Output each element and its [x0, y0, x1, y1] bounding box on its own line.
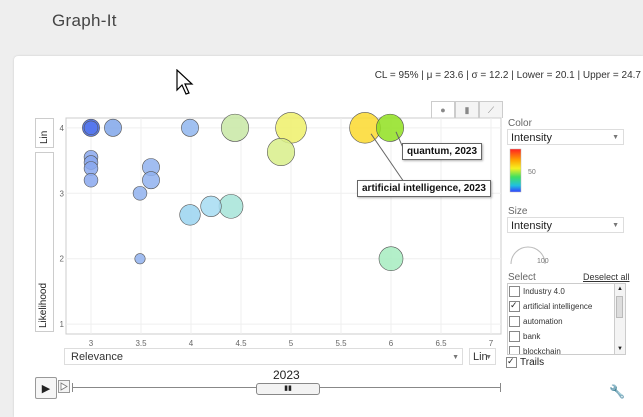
- data-point[interactable]: [83, 120, 99, 136]
- y-tick-label: 1: [60, 320, 65, 329]
- trails-checkbox[interactable]: [506, 356, 517, 368]
- tooltip-quantum: quantum, 2023: [402, 143, 483, 160]
- list-item[interactable]: blockchain: [508, 344, 625, 355]
- item-label: blockchain: [523, 347, 561, 355]
- y-tick-label: 4: [60, 124, 65, 133]
- item-checkbox[interactable]: [509, 300, 520, 312]
- data-point[interactable]: [266, 138, 295, 167]
- data-point[interactable]: [142, 171, 160, 190]
- color-label: Color: [508, 118, 532, 129]
- data-point[interactable]: [181, 118, 199, 137]
- trails-label: Trails: [520, 357, 545, 368]
- data-point[interactable]: [221, 113, 250, 142]
- size-value: Intensity: [511, 220, 552, 232]
- chevron-down-icon: ▼: [612, 222, 619, 229]
- tooltip-artificial-intelligence: artificial intelligence, 2023: [357, 180, 491, 197]
- data-point[interactable]: [375, 113, 404, 142]
- data-point[interactable]: [132, 186, 148, 201]
- x-tick-label: 3: [89, 339, 94, 348]
- timeline-year: 2023: [273, 368, 300, 382]
- select-label: Select: [508, 272, 536, 283]
- deselect-all-link[interactable]: Deselect all: [583, 272, 630, 282]
- wrench-icon[interactable]: 🔧: [609, 384, 626, 399]
- list-item[interactable]: Industry 4.0: [508, 284, 625, 299]
- x-tick-label: 5: [289, 339, 294, 348]
- data-point[interactable]: [179, 204, 201, 226]
- bubble-chart-icon: ●: [440, 105, 446, 115]
- scroll-down-icon[interactable]: ▼: [617, 346, 623, 352]
- data-point[interactable]: [83, 172, 99, 188]
- color-selector[interactable]: Intensity ▼: [507, 129, 624, 145]
- y-tick-label: 3: [60, 189, 65, 198]
- x-scale-label: Lin: [473, 351, 488, 363]
- x-variable-selector[interactable]: Relevance ▼: [64, 348, 463, 365]
- play-button[interactable]: ▶: [35, 377, 57, 399]
- x-scale-selector[interactable]: Lin ▼: [469, 348, 496, 365]
- play-icon: ▶: [41, 382, 51, 395]
- chevron-down-icon: ▼: [612, 134, 619, 141]
- list-item[interactable]: automation: [508, 314, 625, 329]
- list-item[interactable]: bank: [508, 329, 625, 344]
- bar-chart-icon: ▮: [464, 104, 470, 115]
- chevron-down-icon: ▼: [452, 354, 459, 361]
- bubble-tab[interactable]: ●: [431, 101, 455, 118]
- line-tab[interactable]: ⟋: [479, 101, 503, 118]
- timeline-start-tick: [72, 383, 73, 392]
- x-tick-label: 4: [189, 339, 194, 348]
- item-checkbox[interactable]: [509, 286, 520, 297]
- timeline-end-tick: [500, 383, 501, 392]
- stats-readout: CL = 95% | μ = 23.6 | σ = 12.2 | Lower =…: [374, 70, 641, 81]
- mouse-cursor-icon: [176, 69, 194, 95]
- x-tick-label: 6.5: [435, 339, 447, 348]
- data-point[interactable]: [218, 194, 244, 219]
- data-point[interactable]: [378, 246, 404, 272]
- x-tick-label: 5.5: [335, 339, 347, 348]
- y-scale-selector[interactable]: Lin: [35, 118, 54, 148]
- bar-tab[interactable]: ▮: [455, 101, 479, 118]
- timeline-thumb[interactable]: ▮▮: [256, 383, 320, 395]
- line-chart-icon: ⟋: [487, 104, 495, 115]
- x-tick-label: 3.5: [135, 339, 147, 348]
- data-point[interactable]: [104, 118, 122, 137]
- size-legend-tick: 100: [537, 258, 549, 265]
- scrollbar[interactable]: ▲ ▼: [614, 284, 625, 354]
- item-label: automation: [523, 317, 563, 326]
- item-label: artificial intelligence: [523, 302, 593, 311]
- size-legend: 100: [510, 246, 549, 265]
- x-tick-label: 4.5: [235, 339, 247, 348]
- y-variable-selector[interactable]: Likelihood: [35, 152, 54, 332]
- trails-toggle[interactable]: Trails: [506, 356, 545, 368]
- data-point[interactable]: [349, 112, 381, 144]
- app-title: Graph-It: [52, 11, 117, 30]
- x-variable-label: Relevance: [71, 351, 123, 363]
- data-point[interactable]: [134, 253, 146, 265]
- color-legend: 50: [509, 148, 536, 193]
- scroll-up-icon[interactable]: ▲: [617, 286, 623, 292]
- size-selector[interactable]: Intensity ▼: [507, 217, 624, 233]
- item-label: Industry 4.0: [523, 287, 565, 296]
- item-checkbox[interactable]: [509, 346, 520, 354]
- speed-icon[interactable]: [58, 380, 70, 393]
- y-tick-label: 2: [60, 255, 65, 264]
- select-list[interactable]: Industry 4.0 artificial intelligence autom…: [507, 283, 626, 355]
- x-tick-label: 6: [389, 339, 394, 348]
- item-label: bank: [523, 332, 541, 341]
- item-checkbox[interactable]: [509, 331, 520, 342]
- list-item[interactable]: artificial intelligence: [508, 299, 625, 314]
- data-point[interactable]: [200, 195, 222, 217]
- tooltip-connector: [370, 133, 405, 183]
- chevron-down-icon: ▼: [485, 354, 492, 361]
- size-label: Size: [508, 206, 528, 217]
- item-checkbox[interactable]: [509, 316, 520, 327]
- scroll-thumb[interactable]: [616, 296, 623, 318]
- chart-type-tabs: ● ▮ ⟋: [431, 101, 503, 118]
- color-value: Intensity: [511, 132, 552, 144]
- color-legend-tick: 50: [528, 169, 536, 176]
- x-tick-label: 7: [489, 339, 494, 348]
